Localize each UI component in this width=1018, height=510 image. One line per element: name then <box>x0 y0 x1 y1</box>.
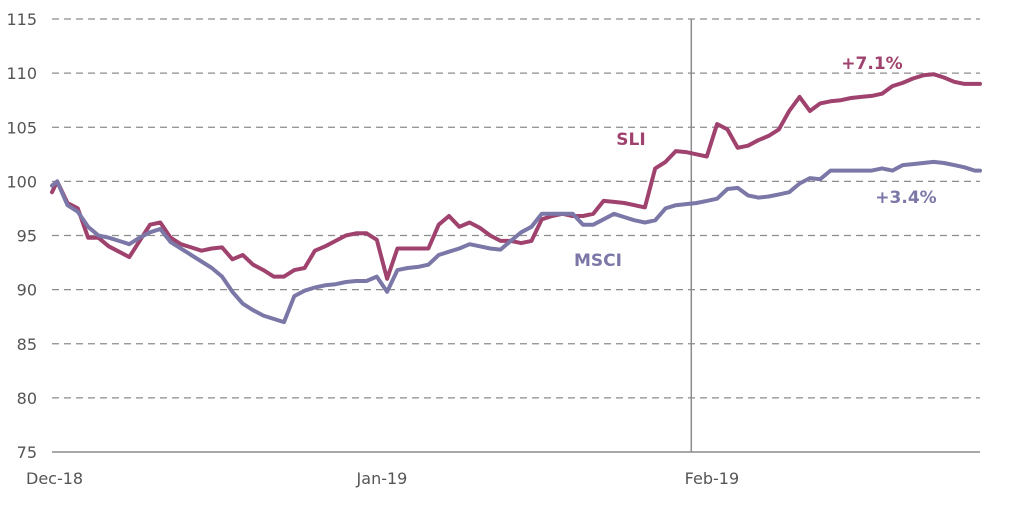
x-tick-label: Dec-18 <box>26 469 83 488</box>
y-tick-label: 100 <box>6 172 37 191</box>
y-axis-ticks: 75 80 85 90 95 100 105 110 115 <box>6 10 37 462</box>
series-name-label: MSCI <box>574 251 622 271</box>
x-axis-ticks: Dec-18 Jan-19 Feb-19 <box>26 469 739 488</box>
series-layer <box>50 72 982 325</box>
y-tick-label: 75 <box>17 443 37 462</box>
series-change-annotation: +3.4% <box>875 188 936 208</box>
y-tick-label: 80 <box>17 389 37 408</box>
y-tick-label: 110 <box>6 64 37 83</box>
y-tick-label: 115 <box>6 10 37 29</box>
series-line-msci <box>50 159 982 325</box>
gridlines <box>52 18 980 453</box>
y-tick-label: 90 <box>17 281 37 300</box>
x-tick-label: Feb-19 <box>685 469 739 488</box>
series-line-sli <box>50 72 982 281</box>
series-name-label: SLI <box>616 130 645 150</box>
series-labels: SLI +7.1% MSCI +3.4% <box>574 54 937 271</box>
x-tick-label: Jan-19 <box>356 469 408 488</box>
y-tick-label: 85 <box>17 335 37 354</box>
y-tick-label: 105 <box>6 118 37 137</box>
y-tick-label: 95 <box>17 227 37 246</box>
series-change-annotation: +7.1% <box>841 54 902 74</box>
